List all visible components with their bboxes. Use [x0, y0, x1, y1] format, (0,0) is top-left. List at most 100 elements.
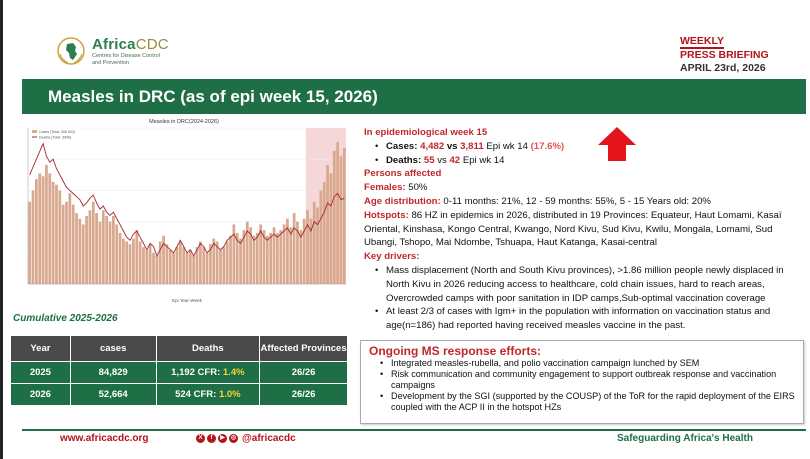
- legend-swatch-cases: [32, 130, 37, 133]
- cases-bar: [101, 210, 105, 284]
- ongoing-title: Ongoing MS response efforts:: [369, 344, 542, 358]
- persons-heading: Persons affected: [364, 168, 442, 180]
- ongoing-list: Integrated measles-rubella, and polio va…: [369, 358, 795, 413]
- cases-bar: [145, 249, 149, 284]
- africa-emblem-icon: [57, 37, 85, 65]
- cases-bar: [205, 252, 209, 284]
- cases-bar: [242, 230, 246, 284]
- logo-subtitle-1: Centres for Disease Control: [92, 52, 160, 59]
- col-header: Affected Provinces: [259, 335, 348, 362]
- cases-now: 4,482: [420, 140, 445, 152]
- instagram-icon[interactable]: ◎: [229, 434, 238, 443]
- chart-svg: Measles in DRC(2024-2026) Cases (Total: 2…: [10, 114, 358, 314]
- cases-bar: [215, 241, 219, 284]
- cases-bar: [302, 218, 306, 284]
- cases-bar: [255, 232, 259, 284]
- cases-change-pct: (17.6%): [530, 140, 565, 152]
- cases-bar: [138, 241, 142, 284]
- cases-bar: [38, 173, 42, 284]
- cases-bar: [68, 193, 72, 284]
- facebook-icon[interactable]: f: [207, 434, 216, 443]
- cases-bar: [34, 179, 38, 284]
- cases-bar: [95, 213, 98, 284]
- title-band: [22, 79, 806, 114]
- cases-bar: [108, 221, 112, 284]
- cases-bar: [309, 218, 313, 284]
- cases-bar: [249, 227, 252, 284]
- cases-bar: [195, 247, 199, 284]
- cases-bar: [58, 190, 62, 284]
- cases-bar: [158, 241, 162, 284]
- cases-bar: [292, 213, 296, 284]
- cases-bar: [322, 181, 326, 284]
- driver-item: Mass displacement (North and South Kivu …: [364, 264, 806, 305]
- cases-bar: [312, 201, 316, 284]
- cases-bar: [81, 224, 85, 284]
- briefing-date: APRIL 23rd, 2026: [680, 62, 766, 74]
- cases-bar: [222, 247, 226, 284]
- cases-bar: [148, 244, 152, 284]
- table-row: 2026 52,664 524 CFR: 1.0% 26/26: [10, 383, 348, 406]
- cases-bar: [279, 230, 283, 284]
- cases-bar: [229, 235, 232, 284]
- cases-bar: [209, 244, 212, 284]
- cases-bar: [155, 255, 159, 284]
- drivers-heading: Key drivers:: [364, 251, 420, 263]
- deaths-prev: 42: [449, 154, 461, 166]
- cases-bar: [232, 224, 236, 284]
- weekly-briefing-block: WEEKLY PRESS BRIEFING APRIL 23rd, 2026: [680, 31, 769, 75]
- cases-bar: [178, 241, 182, 284]
- cases-bar: [212, 238, 216, 284]
- cases-bar: [172, 252, 175, 284]
- x-icon[interactable]: X: [196, 434, 205, 443]
- logo-subtitle-2: and Prevention: [92, 59, 129, 66]
- deaths-line: Deaths: 55 vs 42 Epi wk 14: [364, 154, 806, 168]
- cases-bar: [115, 224, 119, 284]
- cases-bar: [265, 235, 269, 284]
- cases-bar: [85, 215, 88, 284]
- cases-bar: [75, 213, 78, 284]
- cases-bar: [329, 173, 333, 284]
- cases-bar: [202, 247, 206, 284]
- year-cell: 2026: [10, 383, 71, 406]
- cases-prev: 3,811: [460, 140, 484, 152]
- driver-item: At least 2/3 of cases with Igm+ in the p…: [364, 305, 806, 333]
- cases-bar: [91, 201, 95, 284]
- cases-bar: [98, 221, 102, 284]
- cases-bar: [111, 215, 115, 284]
- cases-bar: [339, 156, 343, 284]
- col-header: Year: [10, 335, 71, 362]
- cases-bar: [316, 207, 319, 284]
- social-handle[interactable]: @africacdc: [242, 433, 296, 444]
- press-briefing-label: PRESS BRIEFING: [680, 49, 769, 61]
- footer-url[interactable]: www.africacdc.org: [60, 433, 149, 444]
- cases-bar: [152, 252, 155, 284]
- females-line: Females: 50%: [364, 182, 428, 194]
- cases-bar: [269, 232, 273, 284]
- cases-bar: [192, 255, 196, 284]
- cases-bar: [185, 252, 189, 284]
- cases-bar: [28, 201, 32, 284]
- deaths-now: 55: [423, 154, 435, 166]
- cases-bar: [175, 247, 179, 284]
- epi-info-panel: In epidemiological week 15 Cases: 4,482 …: [364, 126, 806, 333]
- cases-bar: [252, 235, 256, 284]
- measles-chart: Measles in DRC(2024-2026) Cases (Total: 2…: [10, 114, 358, 314]
- cases-bar: [135, 230, 139, 284]
- cases-bar: [306, 210, 309, 284]
- cases-bar: [319, 190, 323, 284]
- cases-bar: [162, 235, 165, 284]
- cases-bar: [342, 147, 346, 284]
- cases-bar: [65, 201, 68, 284]
- legend-label-deaths: Deaths (Total: 3940): [39, 136, 71, 140]
- cases-bar: [219, 249, 222, 284]
- cases-line: Cases: 4,482 vs 3,811 Epi wk 14 (17.6%): [364, 140, 806, 154]
- window-edge: [0, 0, 3, 459]
- cases-bar: [31, 190, 35, 284]
- cases-bar: [125, 241, 129, 284]
- cases-bar: [326, 164, 329, 284]
- cases-bar: [332, 150, 336, 284]
- cases-bar: [259, 224, 263, 284]
- youtube-icon[interactable]: ▶: [218, 434, 227, 443]
